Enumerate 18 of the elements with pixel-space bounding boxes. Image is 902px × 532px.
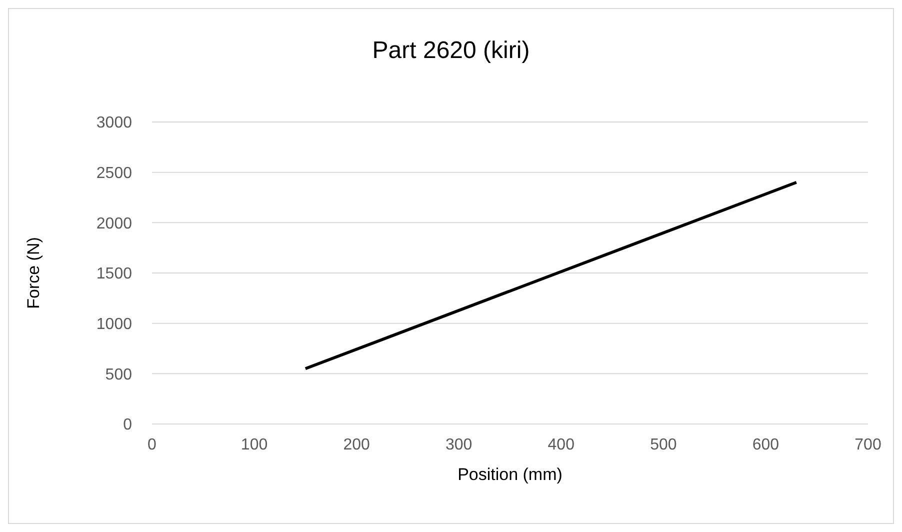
y-tick-label: 1000 [96,316,132,334]
x-tick-label: 600 [752,436,780,454]
x-tick-label: 700 [854,436,882,454]
x-tick-label: 500 [650,436,677,454]
y-tick-label: 2500 [96,165,132,182]
x-tick-label: 0 [148,436,157,454]
y-tick-label: 500 [105,366,132,384]
y-axis-title: Force (N) [24,237,44,309]
x-axis-title: Position (mm) [458,465,562,484]
x-tick-label: 200 [343,436,370,454]
x-tick-label: 100 [240,436,268,454]
chart-title: Part 2620 (kiri) [371,37,531,65]
y-tick-label: 0 [123,416,132,434]
y-tick-label: 1500 [96,266,132,283]
x-tick-label: 400 [548,436,575,454]
y-tick-label: 3000 [96,114,132,132]
x-tick-label: 300 [446,436,472,454]
y-tick-label: 2000 [96,215,132,232]
